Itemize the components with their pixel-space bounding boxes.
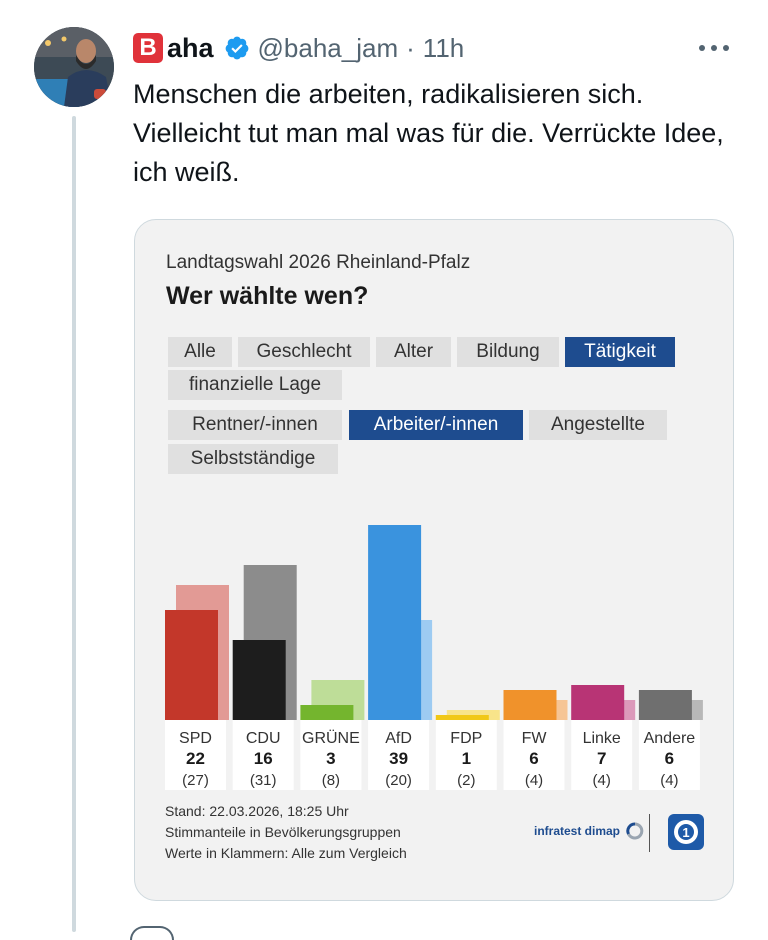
tweet-text: Menschen die arbeiten, radikalisieren si… xyxy=(133,79,724,187)
bar-arbeiter-gr-ne xyxy=(300,705,354,720)
logo-divider xyxy=(649,814,650,852)
more-options-icon[interactable] xyxy=(694,36,734,60)
tab-selbststaendige[interactable]: Selbstständige xyxy=(168,444,338,474)
party-label-afd: AfD xyxy=(385,730,412,747)
tab-alle[interactable]: Alle xyxy=(168,337,232,367)
comparison-label-cdu: (31) xyxy=(250,772,277,789)
footnote-comparison: Werte in Klammern: Alle zum Vergleich xyxy=(165,845,407,861)
footnote-date: Stand: 22.03.2026, 18:25 Uhr xyxy=(165,803,349,819)
label-box-andere xyxy=(638,720,700,790)
value-label-cdu: 16 xyxy=(254,749,273,768)
svg-text:1: 1 xyxy=(682,825,689,840)
tab-bildung[interactable]: Bildung xyxy=(457,337,559,367)
label-box-linke xyxy=(571,720,633,790)
party-label-linke: Linke xyxy=(583,730,621,747)
tab-rentner[interactable]: Rentner/-innen xyxy=(168,410,342,440)
value-label-linke: 7 xyxy=(597,749,606,768)
label-box-cdu xyxy=(232,720,294,790)
time-separator: · xyxy=(406,32,415,63)
bar-arbeiter-cdu xyxy=(232,640,286,720)
infratest-logo: infratest dimap xyxy=(534,822,644,840)
label-box-afd xyxy=(368,720,430,790)
user-handle[interactable]: @baha_jam xyxy=(257,32,399,63)
bar-arbeiter-andere xyxy=(638,690,692,720)
ard-one-icon: 1 xyxy=(674,820,698,844)
verified-badge-icon xyxy=(225,36,248,60)
tab-finanzielle-lage[interactable]: finanzielle Lage xyxy=(168,370,342,400)
bar-arbeiter-fdp xyxy=(435,715,489,720)
card-title: Wer wählte wen? xyxy=(166,282,369,310)
bar-chart: SPD22(27)CDU16(31)GRÜNE3(8)AfD39(20)FDP1… xyxy=(165,525,703,790)
ard-logo: 1 xyxy=(668,814,704,850)
party-label-fw: FW xyxy=(522,730,548,747)
display-name[interactable]: aha xyxy=(167,32,214,63)
value-label-spd: 22 xyxy=(186,749,205,768)
timestamp[interactable]: 11h xyxy=(422,32,465,63)
tab-alter[interactable]: Alter xyxy=(376,337,451,367)
bar-arbeiter-afd xyxy=(368,525,422,720)
party-label-cdu: CDU xyxy=(246,730,281,747)
thread-line xyxy=(72,116,76,932)
tweet-header: B aha @baha_jam · 11h xyxy=(133,28,464,68)
comparison-label-linke: (4) xyxy=(593,772,611,789)
footnotes: Stand: 22.03.2026, 18:25 Uhr Stimmanteil… xyxy=(165,801,407,864)
comparison-label-fw: (4) xyxy=(525,772,543,789)
bar-arbeiter-spd xyxy=(165,610,218,720)
card-subtitle: Landtagswahl 2026 Rheinland-Pfalz xyxy=(166,252,471,273)
party-label-gr-ne: GRÜNE xyxy=(302,729,360,747)
avatar[interactable] xyxy=(34,27,114,107)
value-label-gr-ne: 3 xyxy=(326,749,335,768)
embedded-card[interactable]: Landtagswahl 2026 Rheinland-Pfalz Wer wä… xyxy=(134,219,734,901)
bar-arbeiter-linke xyxy=(571,685,625,720)
value-label-fw: 6 xyxy=(529,749,538,768)
reply-icon[interactable] xyxy=(130,926,174,940)
label-box-fw xyxy=(503,720,565,790)
comparison-label-afd: (20) xyxy=(385,772,412,789)
bar-arbeiter-fw xyxy=(503,690,557,720)
avatar-image xyxy=(34,27,114,107)
comparison-label-spd: (27) xyxy=(182,772,209,789)
label-box-fdp xyxy=(435,720,497,790)
label-box-spd xyxy=(165,720,226,790)
party-label-andere: Andere xyxy=(644,730,696,747)
value-label-fdp: 1 xyxy=(462,749,471,768)
value-label-andere: 6 xyxy=(665,749,674,768)
infratest-logo-text: infratest dimap xyxy=(534,824,621,838)
comparison-label-andere: (4) xyxy=(660,772,678,789)
comparison-label-gr-ne: (8) xyxy=(322,772,340,789)
infratest-mark-icon xyxy=(626,822,644,840)
tab-taetigkeit[interactable]: Tätigkeit xyxy=(565,337,675,367)
tab-angestellte[interactable]: Angestellte xyxy=(529,410,667,440)
label-box-gr-ne xyxy=(300,720,362,790)
tab-arbeiter[interactable]: Arbeiter/-innen xyxy=(349,410,523,440)
comparison-label-fdp: (2) xyxy=(457,772,475,789)
brand-logo[interactable]: B xyxy=(133,33,163,63)
value-label-afd: 39 xyxy=(389,749,408,768)
footnote-description: Stimmanteile in Bevölkerungsgruppen xyxy=(165,824,401,840)
party-label-spd: SPD xyxy=(179,730,212,747)
party-label-fdp: FDP xyxy=(450,730,482,747)
tab-geschlecht[interactable]: Geschlecht xyxy=(238,337,370,367)
